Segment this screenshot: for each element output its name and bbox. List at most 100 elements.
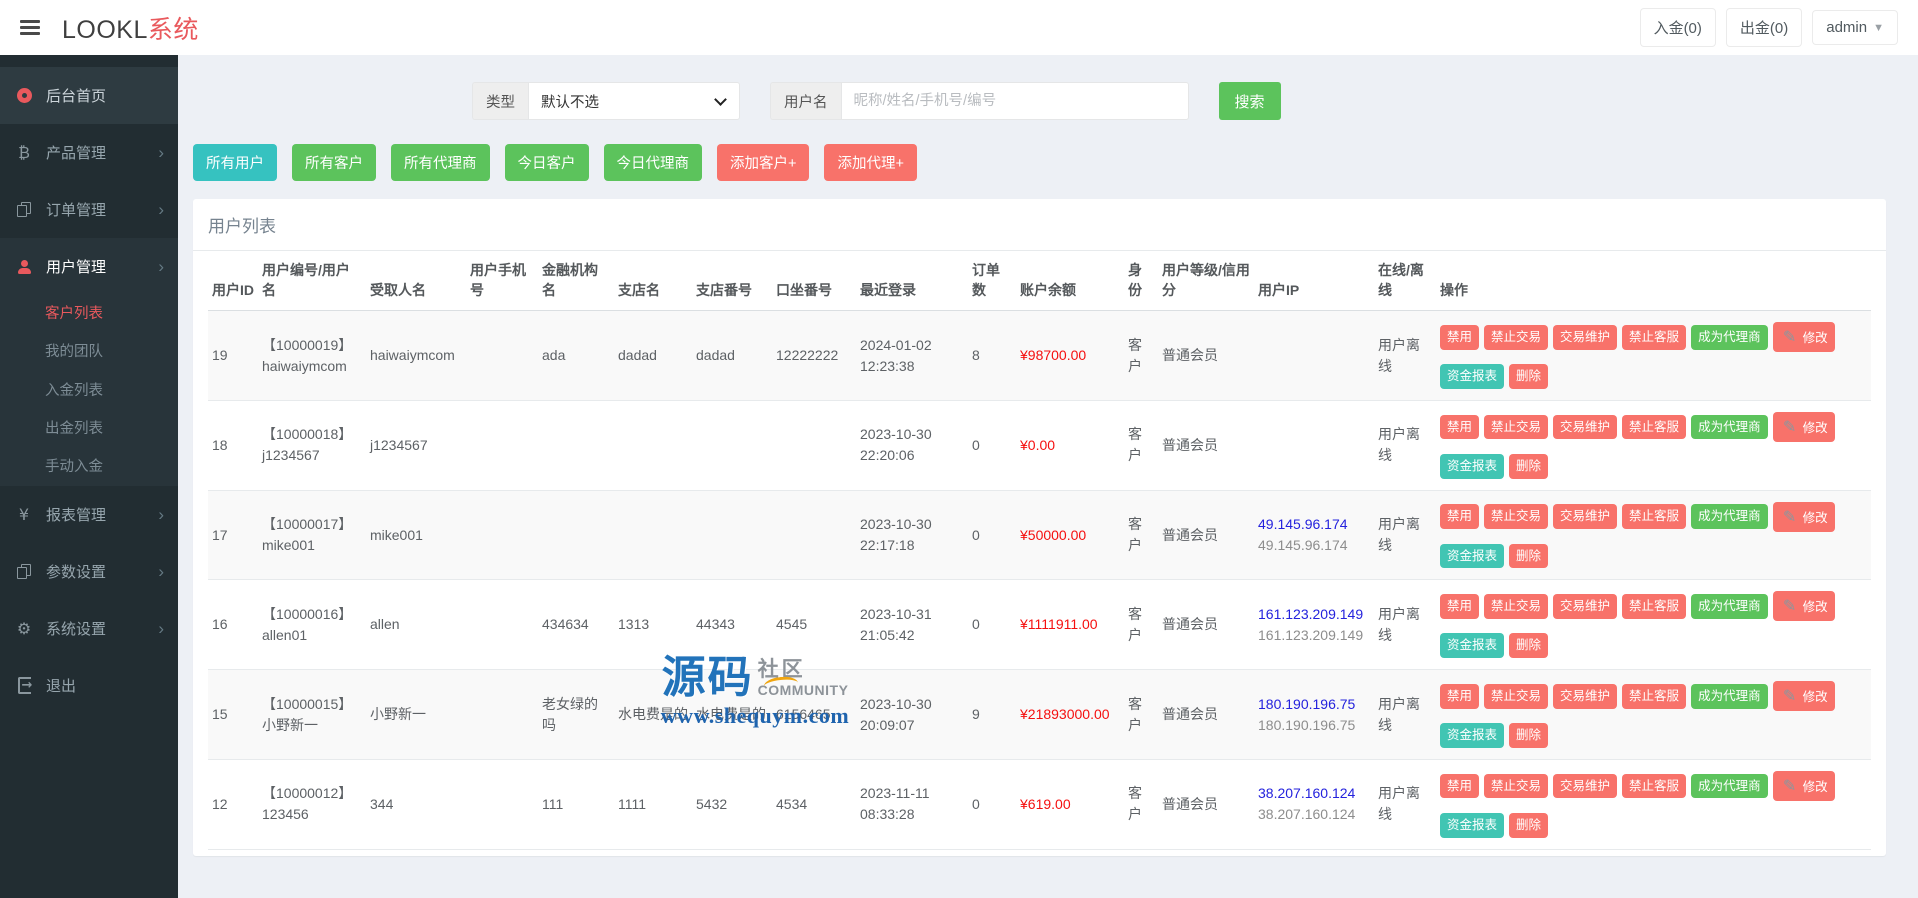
forbid-support-button[interactable]: 禁止客服 (1622, 504, 1687, 530)
sidebar-item-params[interactable]: 参数设置 › (0, 543, 178, 600)
delete-button[interactable]: 删除 (1509, 543, 1549, 569)
edit-button[interactable]: ✎ 修改 (1772, 411, 1835, 442)
disable-button[interactable]: 禁用 (1440, 683, 1480, 709)
all-users-button[interactable]: 所有用户 (193, 144, 277, 181)
fund-report-button[interactable]: 资金报表 (1440, 812, 1505, 838)
today-clients-button[interactable]: 今日客户 (504, 144, 589, 181)
delete-button[interactable]: 删除 (1509, 723, 1549, 748)
admin-user-menu[interactable]: admin ▼ (1812, 10, 1898, 45)
cell-ip: 49.145.96.174 49.145.96.174 (1254, 490, 1374, 581)
trade-maintenance-button[interactable]: 交易维护 (1553, 504, 1618, 530)
edit-button[interactable]: ✎ 修改 (1772, 322, 1835, 353)
delete-button[interactable]: 删除 (1509, 812, 1549, 838)
logo-main: LOOKL (62, 15, 148, 44)
sidebar-subitem-my-team[interactable]: 我的团队 (45, 344, 103, 361)
sidebar-item-reports[interactable]: ¥ 报表管理 › (0, 486, 178, 543)
fund-report-button[interactable]: 资金报表 (1440, 364, 1505, 389)
edit-button[interactable]: ✎ 修改 (1772, 681, 1835, 712)
edit-button[interactable]: ✎ 修改 (1772, 770, 1835, 801)
dashboard-icon (14, 88, 34, 103)
fund-report-button[interactable]: 资金报表 (1440, 723, 1505, 748)
forbid-trade-button[interactable]: 禁止交易 (1484, 414, 1549, 440)
forbid-support-button[interactable]: 禁止客服 (1622, 594, 1687, 619)
add-agent-button[interactable]: 添加代理+ (824, 144, 917, 181)
add-client-button[interactable]: 添加客户+ (717, 144, 810, 181)
username-filter-label: 用户名 (770, 82, 841, 120)
username-search-input[interactable] (840, 82, 1189, 120)
trade-maintenance-button[interactable]: 交易维护 (1553, 594, 1618, 619)
sidebar-subitem-client-list[interactable]: 客户列表 (45, 306, 103, 322)
today-agents-button[interactable]: 今日代理商 (603, 144, 702, 181)
forbid-trade-button[interactable]: 禁止交易 (1484, 324, 1549, 350)
forbid-support-button[interactable]: 禁止客服 (1622, 773, 1687, 799)
row-action-buttons: 禁用 禁止交易 交易维护 禁止客服 成为代理商 ✎ 修改资金报表 删除 (1440, 681, 1867, 748)
sidebar-item-products[interactable]: ₿ 产品管理 › (0, 124, 178, 181)
sidebar-subitem-withdraw-list[interactable]: 出金列表 (45, 420, 103, 437)
search-button[interactable]: 搜索 (1218, 82, 1281, 120)
cell-payee: 344 (366, 759, 466, 850)
make-agent-button[interactable]: 成为代理商 (1691, 683, 1768, 709)
deposit-button[interactable]: 入金(0) (1639, 8, 1716, 47)
make-agent-button[interactable]: 成为代理商 (1691, 504, 1768, 530)
user-code: 【10000015】 (262, 695, 353, 712)
sidebar-item-home[interactable]: 后台首页 (0, 67, 178, 124)
user-table: 用户ID 用户编号/用户名 受取人名 用户手机号 金融机构名 支店名 支店番号 口坐番号 最近登… (208, 251, 1871, 850)
all-clients-button[interactable]: 所有客户 (292, 144, 376, 181)
disable-button[interactable]: 禁用 (1440, 594, 1480, 619)
column-header: 用户等级/信用分 (1158, 251, 1254, 312)
cell-balance: ¥0.00 (1016, 400, 1124, 491)
hamburger-menu-icon[interactable] (20, 20, 40, 35)
sidebar-item-orders[interactable]: 订单管理 › (0, 181, 178, 238)
ip-link[interactable]: 180.190.196.75 (1258, 695, 1356, 712)
cell-code-username: 【10000016】 allen01 (258, 579, 366, 671)
ip-link[interactable]: 49.145.96.174 (1258, 516, 1348, 533)
forbid-trade-button[interactable]: 禁止交易 (1484, 594, 1549, 619)
type-select[interactable]: 默认不选 (528, 82, 740, 120)
forbid-trade-button[interactable]: 禁止交易 (1484, 683, 1549, 709)
cell-balance: ¥98700.00 (1016, 310, 1124, 401)
disable-button[interactable]: 禁用 (1440, 324, 1480, 350)
ip-link[interactable]: 38.207.160.124 (1258, 785, 1356, 802)
make-agent-button[interactable]: 成为代理商 (1691, 324, 1768, 350)
disable-button[interactable]: 禁用 (1440, 504, 1480, 530)
sidebar-item-logout[interactable]: 退出 (0, 657, 178, 714)
disable-button[interactable]: 禁用 (1440, 773, 1480, 799)
cell-branch (614, 490, 692, 581)
trade-maintenance-button[interactable]: 交易维护 (1553, 773, 1618, 799)
cell-code-username: 【10000019】 haiwaiymcom (258, 310, 366, 401)
trade-maintenance-button[interactable]: 交易维护 (1553, 324, 1618, 350)
withdraw-button[interactable]: 出金(0) (1725, 8, 1803, 47)
make-agent-button[interactable]: 成为代理商 (1691, 594, 1768, 619)
edit-button[interactable]: ✎ 修改 (1772, 501, 1835, 532)
forbid-support-button[interactable]: 禁止客服 (1622, 324, 1687, 350)
cell-online-status: 用户离线 (1374, 490, 1436, 581)
sidebar-item-system[interactable]: ⚙ 系统设置 › (0, 600, 178, 657)
fund-report-button[interactable]: 资金报表 (1440, 633, 1505, 659)
forbid-trade-button[interactable]: 禁止交易 (1484, 504, 1549, 530)
fund-report-button[interactable]: 资金报表 (1440, 453, 1505, 479)
app-logo: LOOKL系统 (62, 10, 199, 46)
column-header: 最近登录 (856, 251, 968, 312)
cell-actions: 禁用 禁止交易 交易维护 禁止客服 成为代理商 ✎ 修改资金报表 删除 (1436, 579, 1871, 671)
sidebar-item-label: 参数设置 (46, 564, 107, 582)
all-agents-button[interactable]: 所有代理商 (391, 144, 490, 181)
forbid-support-button[interactable]: 禁止客服 (1622, 414, 1687, 440)
delete-button[interactable]: 删除 (1509, 364, 1549, 389)
disable-button[interactable]: 禁用 (1440, 414, 1480, 440)
delete-button[interactable]: 删除 (1509, 453, 1549, 479)
trade-maintenance-button[interactable]: 交易维护 (1553, 683, 1618, 709)
fund-report-button[interactable]: 资金报表 (1440, 543, 1505, 569)
user-code: 【10000016】 (262, 605, 353, 622)
sidebar-subitem-manual-deposit[interactable]: 手动入金 (45, 459, 103, 476)
make-agent-button[interactable]: 成为代理商 (1691, 773, 1768, 799)
delete-button[interactable]: 删除 (1509, 633, 1549, 659)
make-agent-button[interactable]: 成为代理商 (1691, 414, 1768, 440)
cell-account: 12222222 (772, 310, 856, 401)
trade-maintenance-button[interactable]: 交易维护 (1553, 414, 1618, 440)
forbid-trade-button[interactable]: 禁止交易 (1484, 773, 1549, 799)
forbid-support-button[interactable]: 禁止客服 (1622, 683, 1687, 709)
edit-button[interactable]: ✎ 修改 (1772, 591, 1835, 622)
sidebar-subitem-deposit-list[interactable]: 入金列表 (45, 382, 103, 399)
ip-link[interactable]: 161.123.209.149 (1258, 605, 1364, 622)
sidebar-item-users[interactable]: 用户管理 › (0, 238, 178, 295)
